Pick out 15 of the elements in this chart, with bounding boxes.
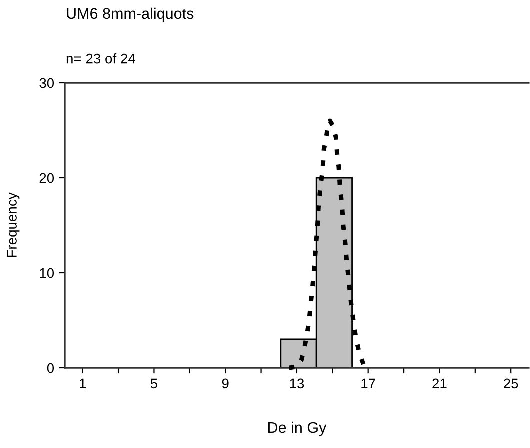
x-axis-title: De in Gy bbox=[268, 422, 327, 436]
chart-title: UM6 8mm-aliquots bbox=[67, 8, 194, 22]
x-tick-label: 5 bbox=[150, 378, 158, 389]
x-tick-label: 25 bbox=[504, 378, 518, 389]
x-tick-label: 9 bbox=[222, 378, 229, 389]
y-tick-label: 30 bbox=[40, 78, 54, 88]
chart-subtitle: n= 23 of 24 bbox=[66, 54, 136, 64]
x-tick-label: 13 bbox=[290, 378, 304, 389]
y-axis-title: Frequency bbox=[7, 192, 20, 258]
x-tick-label: 1 bbox=[80, 378, 86, 388]
y-tick-label: 0 bbox=[47, 363, 54, 374]
x-tick-label: 21 bbox=[432, 378, 447, 388]
y-tick-label: 10 bbox=[40, 268, 54, 278]
y-tick-label: 20 bbox=[40, 173, 54, 184]
x-tick-label: 17 bbox=[362, 378, 376, 388]
